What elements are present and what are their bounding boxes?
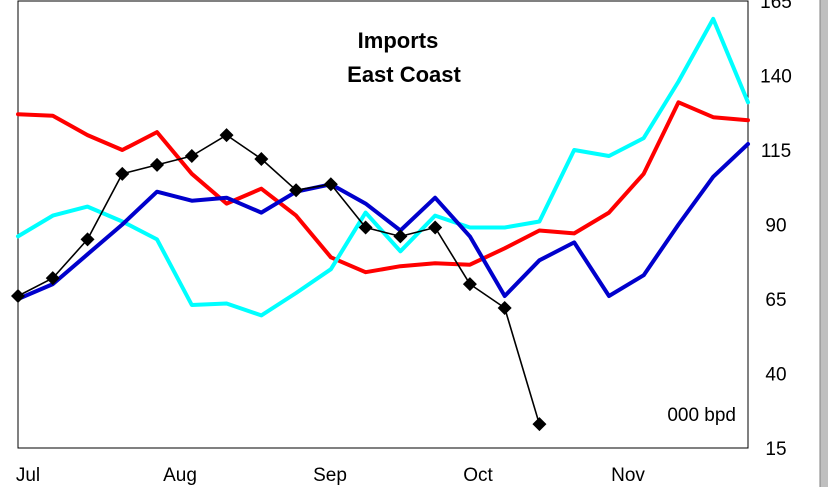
series-layer (11, 16, 750, 432)
series-4-point (184, 148, 199, 163)
y-tick-label: 165 (760, 0, 792, 13)
series-4-point (80, 232, 95, 247)
y-axis-tick-labels: 15 40 65 90 115 140 165 (760, 0, 792, 460)
plot-frame (17, 0, 749, 449)
series-4-point (323, 177, 338, 192)
y-tick-label: 40 (765, 365, 786, 386)
series-4-point (115, 166, 130, 181)
y-tick-label: 90 (765, 216, 786, 237)
series-4-point (358, 220, 373, 235)
x-tick-label: Sep (313, 465, 347, 486)
x-axis-tick-labels: Jul Aug Sep Oct Nov (16, 465, 646, 486)
series-4-point (219, 128, 234, 143)
chart-title: Imports (358, 28, 439, 53)
series-4-point (462, 277, 477, 292)
y-tick-label: 115 (761, 141, 791, 162)
y-tick-label: 15 (765, 439, 786, 460)
series-line-4 (17, 134, 541, 426)
series-4-point (289, 183, 304, 198)
right-edge-strip (820, 0, 828, 487)
x-tick-label: Nov (611, 465, 645, 486)
y-tick-label: 140 (760, 67, 792, 88)
x-tick-label: Oct (463, 465, 493, 486)
series-4-point (428, 220, 443, 235)
x-tick-label: Aug (163, 465, 197, 486)
series-4-point (254, 151, 269, 166)
y-tick-label: 65 (765, 290, 786, 311)
x-tick-label: Jul (16, 465, 40, 486)
chart-subtitle: East Coast (347, 62, 461, 87)
series-4-point (393, 229, 408, 244)
series-line-1 (16, 100, 750, 275)
series-4-point (11, 289, 25, 304)
series-4-point (45, 271, 60, 286)
series-4-point (532, 417, 547, 432)
series-4-point (150, 157, 165, 172)
series-line-3 (16, 142, 750, 301)
series-4-point (497, 300, 512, 315)
unit-label: 000 bpd (667, 405, 736, 426)
